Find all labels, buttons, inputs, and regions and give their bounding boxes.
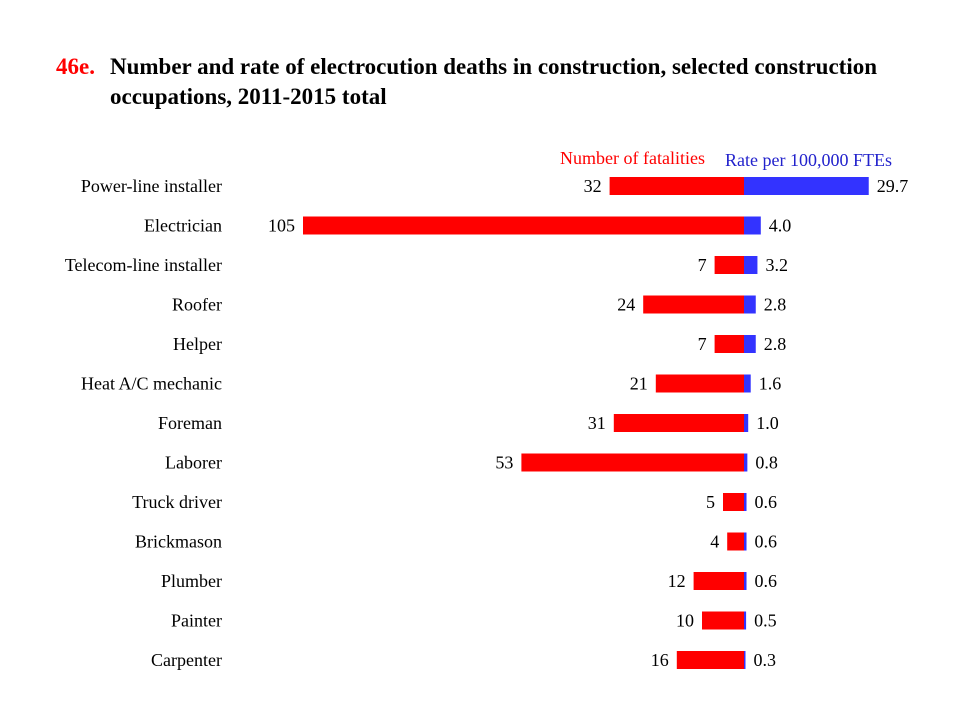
fatalities-value-label: 12 [668,571,686,591]
fatalities-value-label: 7 [698,255,707,275]
category-label: Plumber [161,571,222,591]
rate-value-label: 3.2 [765,255,788,275]
category-label: Roofer [172,295,222,315]
category-label: Telecom-line installer [65,255,222,275]
rate-bar [744,611,747,630]
rate-bar [744,572,747,590]
rate-bar [744,295,756,314]
fatalities-bar [693,572,744,590]
rate-bar [744,651,746,669]
rate-bar [744,414,749,432]
rate-bar [744,453,748,472]
rate-value-label: 2.8 [764,295,787,315]
chart-title-text: Number and rate of electrocution deaths … [110,54,878,109]
rate-bar [744,493,747,511]
fatalities-bar [723,493,744,511]
fatalities-value-label: 4 [710,532,719,552]
rate-value-label: 0.5 [754,611,777,631]
rate-value-label: 29.7 [877,176,909,196]
fatalities-bar [609,177,744,195]
category-label: Carpenter [151,650,222,670]
rate-bar [744,374,751,393]
fatalities-bar [727,532,744,551]
chart-title-number: 46e. [56,54,95,79]
rate-value-label: 0.3 [754,650,777,670]
category-label: Heat A/C mechanic [81,374,222,394]
fatalities-bar [702,611,744,630]
rate-value-label: 0.6 [755,532,778,552]
fatalities-bar [613,414,744,432]
rate-bar [744,335,756,353]
category-label: Power-line installer [81,176,222,196]
rate-value-label: 1.0 [756,413,779,433]
fatalities-value-label: 24 [617,295,635,315]
rate-value-label: 4.0 [769,216,792,236]
fatalities-bar [714,256,744,274]
rate-bar [744,532,747,551]
rate-value-label: 0.6 [755,492,778,512]
category-label: Electrician [144,216,222,236]
rate-bar [744,177,869,195]
fatalities-bar [655,374,744,393]
fatalities-bar [643,295,744,314]
rate-value-label: 2.8 [764,334,787,354]
fatalities-value-label: 105 [268,216,295,236]
rate-value-label: 1.6 [759,374,782,394]
fatalities-bar [303,216,744,235]
fatalities-bar [521,453,744,472]
category-label: Painter [171,611,222,631]
fatalities-value-label: 16 [651,650,669,670]
fatalities-value-label: 31 [588,413,606,433]
rate-bar [744,256,758,274]
fatalities-bar [676,651,744,669]
category-label: Foreman [158,413,222,433]
category-label: Laborer [165,453,222,473]
rate-bar [744,216,761,235]
fatalities-value-label: 10 [676,611,694,631]
fatalities-value-label: 7 [698,334,707,354]
fatalities-value-label: 32 [584,176,602,196]
fatalities-value-label: 21 [630,374,648,394]
category-label: Helper [173,334,222,354]
category-label: Brickmason [135,532,222,552]
fatalities-bar [714,335,744,353]
rate-value-label: 0.6 [755,571,778,591]
category-label: Truck driver [132,492,222,512]
legend-fatalities: Number of fatalities [560,148,705,168]
rate-value-label: 0.8 [755,453,778,473]
fatalities-value-label: 53 [495,453,513,473]
fatalities-value-label: 5 [706,492,715,512]
legend-rate: Rate per 100,000 FTEs [725,150,892,170]
